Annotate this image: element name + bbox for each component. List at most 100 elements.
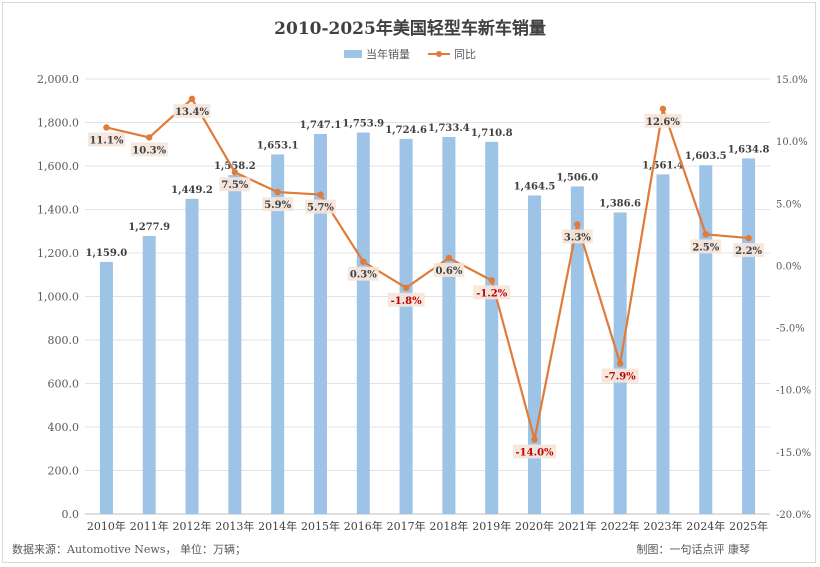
yoy-label-bg [305,199,336,214]
yoy-value-label: 11.1% [89,135,123,146]
x-tick-label: 2010年 [87,519,126,533]
yoy-point [274,188,281,196]
bar-value-label: 1,724.6 [385,125,427,136]
yoy-point [659,105,667,113]
y-left-tick-label: 400.0 [48,421,80,434]
yoy-point [702,231,709,238]
bar-2018年 [442,136,456,514]
yoy-point [103,124,110,131]
y-left-tick-label: 600.0 [48,378,80,391]
yoy-point [745,234,752,242]
yoy-point [402,284,410,291]
bar-value-label: 1,464.5 [514,181,556,192]
yoy-label-bg [644,113,682,128]
y-right-tick-label: -10.0% [776,386,811,397]
y-right-tick-label: 0.0% [776,261,801,272]
yoy-point [488,277,495,284]
yoy-value-label: 13.4% [175,107,209,118]
yoy-label-bg [87,132,125,147]
y-right-tick-label: -15.0% [776,448,811,459]
bar-2011年 [142,236,156,514]
footer-source: 数据来源：Automotive News， 单位：万辆； [12,543,246,556]
legend-item-yoy: 同比 [428,46,476,62]
bar-value-label: 1,747.1 [300,120,342,131]
yoy-value-label: 7.5% [221,180,248,191]
bar-2025年 [742,158,756,514]
yoy-label-bg [561,229,593,244]
x-tick-label: 2012年 [173,519,212,533]
legend-bar-swatch [344,50,362,58]
bar-2014年 [271,154,285,514]
yoy-point [360,258,367,265]
bar-2012年 [185,198,199,514]
legend-item-sales: 当年销量 [344,46,410,62]
y-left-tick-label: 2,000.0 [37,73,79,86]
yoy-value-label: 3.3% [564,232,591,243]
bar-value-label: 1,506.0 [556,172,598,183]
yoy-label-bg [433,262,465,277]
bar-2024年 [699,165,713,514]
x-tick-label: 2022年 [601,519,640,533]
yoy-label-bg [130,142,168,157]
bar-value-label: 1,753.9 [342,119,384,130]
yoy-value-label: -14.0% [516,447,555,458]
yoy-point [531,436,538,443]
x-tick-label: 2018年 [429,519,468,533]
bar-2015年 [313,134,327,515]
x-tick-label: 2011年 [130,519,169,533]
yoy-point [317,191,324,198]
bar-value-label: 1,634.8 [728,144,770,155]
bar-2010年 [99,261,113,514]
y-right-tick-label: -5.0% [776,324,805,335]
yoy-line [106,97,749,440]
bar-value-label: 1,277.9 [128,222,170,233]
yoy-point [616,360,624,367]
bar-2020年 [528,195,542,514]
yoy-value-label: -1.2% [476,288,508,299]
yoy-value-label: 0.6% [435,266,462,277]
x-tick-label: 2021年 [558,519,597,533]
bar-2023年 [656,174,670,514]
y-left-tick-label: 800.0 [48,334,80,347]
x-tick-label: 2015年 [301,519,340,533]
y-left-tick-label: 1,000.0 [37,291,79,304]
yoy-value-label: -7.9% [605,372,637,383]
yoy-label-bg [262,197,294,212]
yoy-point [574,221,581,228]
bar-value-label: 1,653.1 [257,140,299,151]
yoy-point [231,169,239,176]
bar-value-label: 1,159.0 [86,248,128,259]
yoy-value-label: 0.3% [350,270,377,281]
bar-2016年 [356,132,370,515]
y-left-tick-label: 0.0 [62,508,80,521]
legend-label-yoy: 同比 [454,48,476,61]
x-tick-label: 2019年 [472,519,511,533]
bar-value-label: 1,603.5 [685,151,727,162]
chart-title: 2010-2025年美国轻型车新车销量 [274,19,546,39]
y-left-tick-label: 1,400.0 [37,204,79,217]
bar-value-label: 1,558.2 [214,161,256,172]
legend-label-sales: 当年销量 [366,48,410,61]
yoy-label-bg [473,285,511,300]
x-tick-label: 2017年 [387,519,426,533]
y-left-tick-label: 1,800.0 [37,117,79,130]
yoy-point [146,134,153,141]
yoy-value-label: 12.6% [646,117,680,128]
bar-2013年 [228,175,242,515]
x-tick-label: 2013年 [215,519,254,533]
yoy-label-bg [387,292,425,307]
yoy-point [445,254,453,262]
yoy-point [188,95,196,103]
footer-credit: 制图：一句话点评 康琴 [636,543,751,556]
bar-value-label: 1,561.4 [642,160,684,171]
y-left-tick-label: 200.0 [48,465,80,478]
yoy-label-bg [347,266,379,281]
y-right-tick-label: 15.0% [776,75,808,86]
bar-value-label: 1,733.4 [428,123,470,134]
yoy-label-bg [219,177,251,192]
y-right-tick-label: 10.0% [776,137,808,148]
yoy-label-bg [733,243,764,258]
yoy-value-label: 2.2% [735,246,762,257]
